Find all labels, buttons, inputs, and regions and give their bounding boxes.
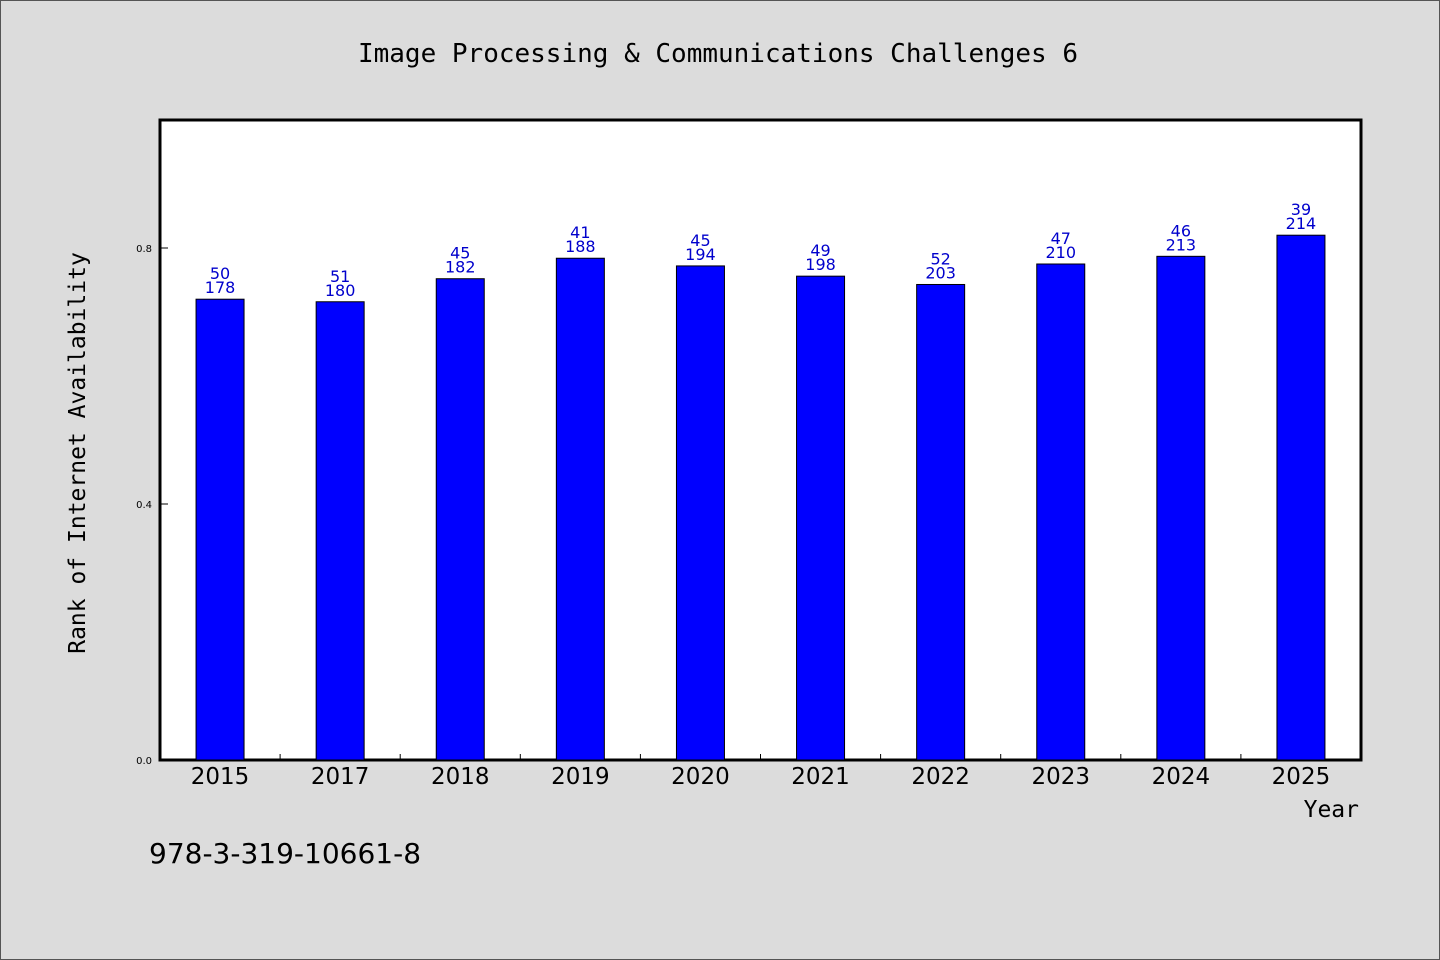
y-tick-label: 0.4	[136, 500, 152, 511]
y-tick-label: 0.8	[136, 244, 152, 255]
bar-label-top: 51	[330, 267, 350, 286]
bar-label-bottom: 188	[565, 237, 596, 256]
bar	[1156, 255, 1206, 761]
bar	[1276, 234, 1326, 761]
x-tick-label: 2021	[791, 764, 850, 790]
bar-label-top: 49	[810, 241, 830, 260]
x-axis-label: Year	[1304, 797, 1359, 823]
bar-label-top: 45	[450, 244, 470, 263]
x-tick-label: 2017	[311, 764, 370, 790]
x-tick-label: 2025	[1272, 764, 1331, 790]
y-axis-ticks: 0.0 0.4 0.8	[136, 244, 168, 767]
x-axis-ticks: 2015 2017 2018 2019 2020 2021 2022 2023 2024 2025	[191, 754, 1330, 790]
bar-label-bottom: 214	[1286, 214, 1317, 233]
bar-label-bottom: 180	[325, 281, 356, 300]
bar-label-top: 52	[930, 249, 950, 268]
bar	[1036, 263, 1086, 761]
bar-label-bottom: 178	[205, 278, 236, 297]
bar-label-bottom: 194	[685, 245, 716, 264]
bar-label-bottom: 198	[805, 255, 836, 274]
x-tick-label: 2018	[431, 764, 490, 790]
bar-label-top: 50	[210, 264, 230, 283]
bar-series	[195, 234, 1326, 761]
bar-label-top: 39	[1291, 200, 1311, 219]
x-tick-label: 2015	[191, 764, 250, 790]
chart-title: Image Processing & Communications Challe…	[358, 39, 1078, 69]
bar-label-top: 47	[1051, 229, 1071, 248]
x-tick-label: 2019	[551, 764, 610, 790]
x-tick-label: 2023	[1031, 764, 1090, 790]
bar	[555, 257, 605, 761]
bar-label-top: 45	[690, 231, 710, 250]
y-axis-label: Rank of Internet Availability	[65, 252, 91, 654]
bar	[315, 301, 365, 761]
bar	[796, 275, 846, 761]
bar-label-top: 41	[570, 223, 590, 242]
isbn-footnote: 978-3-319-10661-8	[149, 837, 421, 870]
bar-label-bottom: 210	[1045, 243, 1076, 262]
bar	[195, 298, 245, 761]
bar-label-bottom: 213	[1166, 235, 1197, 254]
bar	[435, 278, 485, 761]
x-tick-label: 2024	[1152, 764, 1211, 790]
bar	[916, 283, 966, 761]
x-tick-label: 2022	[911, 764, 970, 790]
y-tick-label: 0.0	[136, 756, 152, 767]
bar-label-bottom: 203	[925, 263, 956, 282]
x-tick-label: 2020	[671, 764, 730, 790]
bar-label-bottom: 182	[445, 258, 476, 277]
bar-label-top: 46	[1171, 221, 1191, 240]
bar	[675, 265, 725, 761]
